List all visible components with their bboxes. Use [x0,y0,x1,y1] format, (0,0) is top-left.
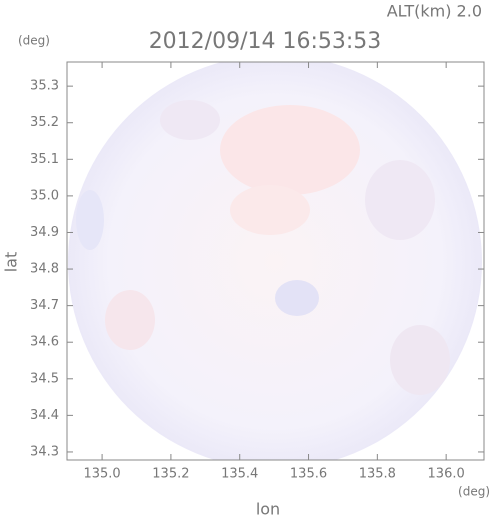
altitude-label: ALT(km) 2.0 [387,2,482,21]
x-tick-label: 135.6 [290,467,327,482]
y-tick-label: 34.7 [30,298,59,313]
x-tick-label: 135.2 [152,467,189,482]
y-tick-label: 35.3 [30,79,59,94]
y-tick-label: 35.1 [30,152,59,167]
y-tick-label: 35.0 [30,188,59,203]
echo-patch [365,160,435,240]
chart-title: 2012/09/14 16:53:53 [149,29,382,54]
y-tick-label: 34.5 [30,371,59,386]
y-tick-label: 34.6 [30,335,59,350]
x-unit: (deg) [458,485,490,499]
radar-image [68,62,482,460]
x-tick-label: 136.0 [428,467,465,482]
echo-patch [275,280,319,316]
radar-disk [68,62,482,460]
y-tick-label: 34.3 [30,444,59,459]
x-tick-label: 135.8 [359,467,396,482]
echo-patch [230,185,310,235]
y-tick-label: 34.4 [30,408,59,423]
echo-patch [105,290,155,350]
echo-patch [390,325,450,395]
y-tick-label: 35.2 [30,115,59,130]
y-tick-label: 34.9 [30,225,59,240]
echo-patch [160,100,220,140]
x-tick-label: 135.0 [83,467,120,482]
y-tick-label: 34.8 [30,262,59,277]
x-axis-title: lon [256,500,280,519]
y-axis-title: lat [2,252,21,273]
echo-patch [76,190,104,250]
y-unit: (deg) [18,34,50,48]
plot-frame [66,61,485,461]
x-tick-label: 135.4 [221,467,258,482]
echo-patch [220,105,360,195]
